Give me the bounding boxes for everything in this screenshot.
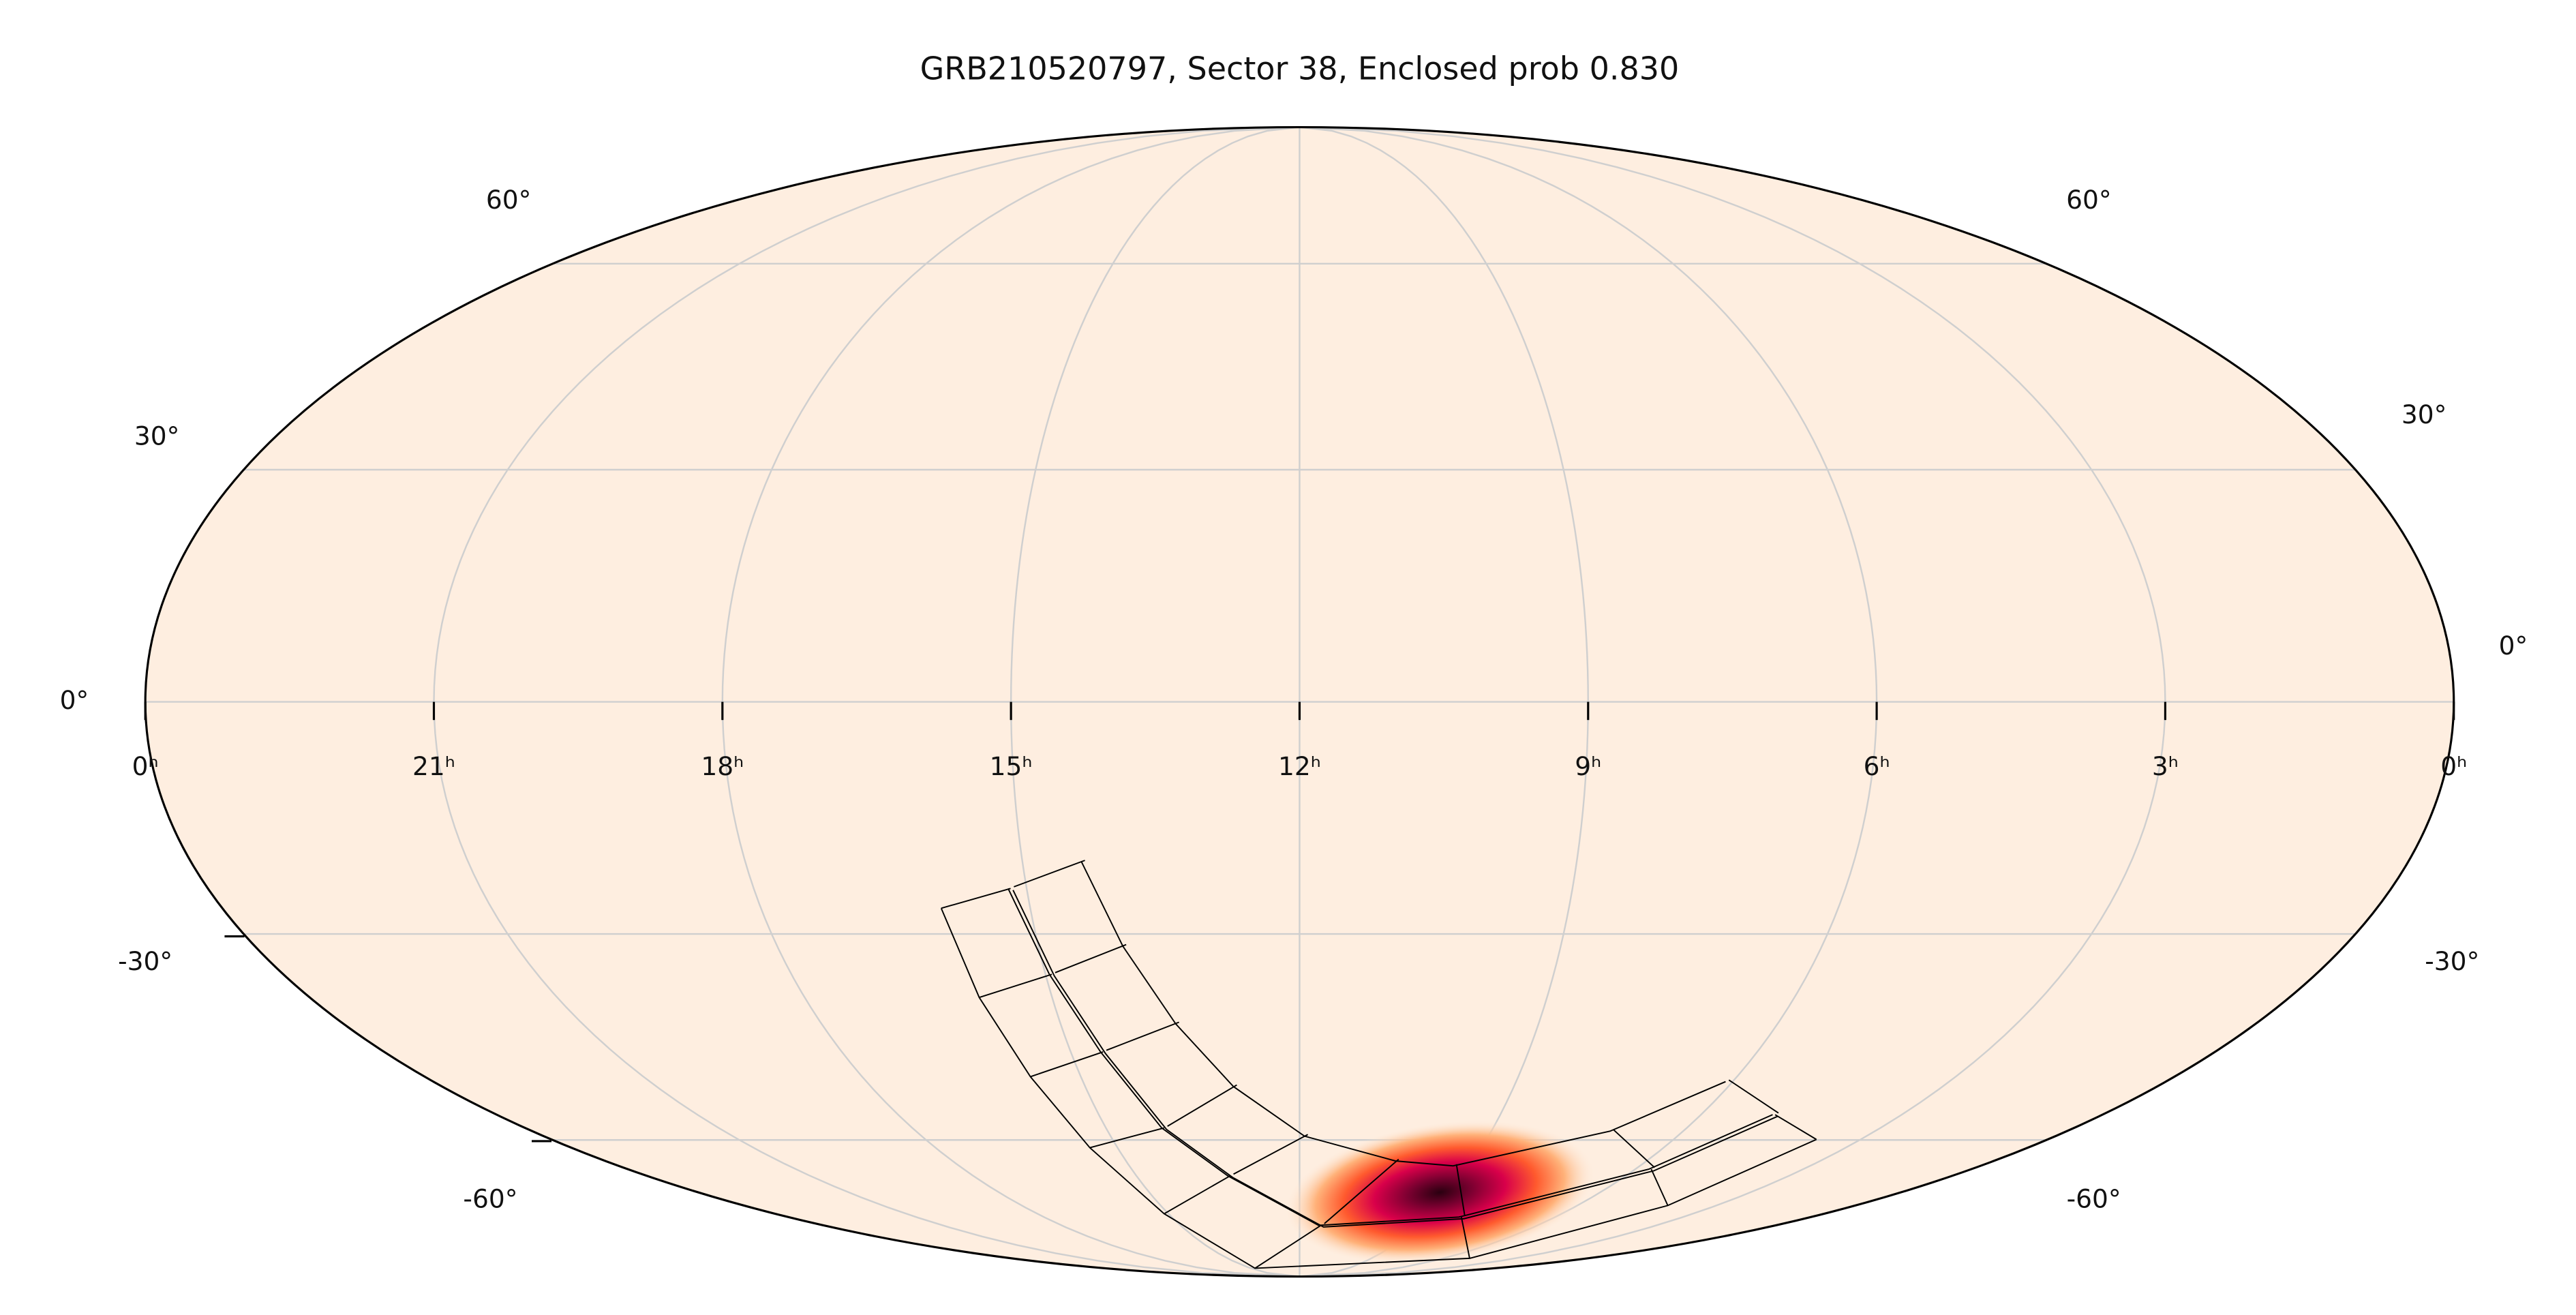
- sector-tiles: [940, 860, 1817, 1269]
- tile-edge: [1089, 1127, 1165, 1149]
- ra-label: 0ʰ: [132, 751, 159, 781]
- tile-edge: [1007, 888, 1773, 1226]
- title: GRB210520797, Sector 38, Enclosed prob 0…: [920, 50, 1680, 87]
- tile-edge: [1014, 860, 1085, 888]
- tile-edge: [1460, 1217, 1470, 1259]
- dec-label-left: -60°: [463, 1184, 517, 1214]
- tile-edge: [1254, 1224, 1322, 1269]
- tile-edge: [1455, 1164, 1466, 1216]
- tile-edge: [1030, 1051, 1104, 1078]
- tile-edge: [1728, 1079, 1779, 1114]
- tile-edge: [1233, 1134, 1309, 1175]
- dec-label-left: 60°: [486, 185, 532, 215]
- meridian: [721, 127, 1300, 1277]
- ra-label: 9ʰ: [1575, 751, 1601, 781]
- tile-edge: [1012, 890, 1778, 1228]
- ra-label: 6ʰ: [1864, 751, 1890, 781]
- meridian: [1299, 127, 2166, 1277]
- meridian: [1299, 127, 1878, 1277]
- tile-edge: [1164, 1175, 1231, 1215]
- dec-label-right: 60°: [2066, 185, 2112, 215]
- dec-label-left: 0°: [60, 685, 89, 715]
- tile-edge: [1613, 1129, 1655, 1168]
- labels: 0ʰ 21ʰ 18ʰ 15ʰ 12ʰ 9ʰ 6ʰ 3ʰ 0ʰ 60° 60° 30° 30° 0° 0° -3…: [60, 185, 2528, 1214]
- probability-region: [1284, 1120, 1596, 1265]
- ra-label: 12ʰ: [1278, 751, 1321, 781]
- dec-label-right: 30°: [2401, 399, 2447, 429]
- meridian: [433, 127, 1300, 1277]
- tile-edge: [1167, 1084, 1237, 1127]
- tile-edge: [1650, 1168, 1669, 1206]
- dec-label-right: -30°: [2425, 946, 2479, 976]
- ra-label: 21ʰ: [412, 751, 455, 781]
- dec-label-left: -30°: [118, 946, 172, 976]
- dec-label-left: 30°: [134, 421, 180, 451]
- graticule: [145, 127, 2454, 1277]
- ra-label: 3ʰ: [2152, 751, 2179, 781]
- dec-label-right: -60°: [2067, 1184, 2121, 1214]
- sky-border: [144, 125, 2455, 1278]
- tile-edge: [941, 888, 1011, 909]
- meridian: [1010, 127, 1300, 1277]
- tile-edge: [1774, 1114, 1817, 1140]
- tile-edge: [1106, 1021, 1179, 1051]
- ra-label: 15ʰ: [990, 751, 1033, 781]
- ra-label: 0ʰ: [2440, 751, 2467, 781]
- tile-edge: [1324, 1158, 1399, 1224]
- tile-edge: [1055, 943, 1127, 973]
- tile-edge: [979, 973, 1052, 999]
- dec-label-right: 0°: [2499, 631, 2528, 661]
- ra-label: 18ʰ: [701, 751, 744, 781]
